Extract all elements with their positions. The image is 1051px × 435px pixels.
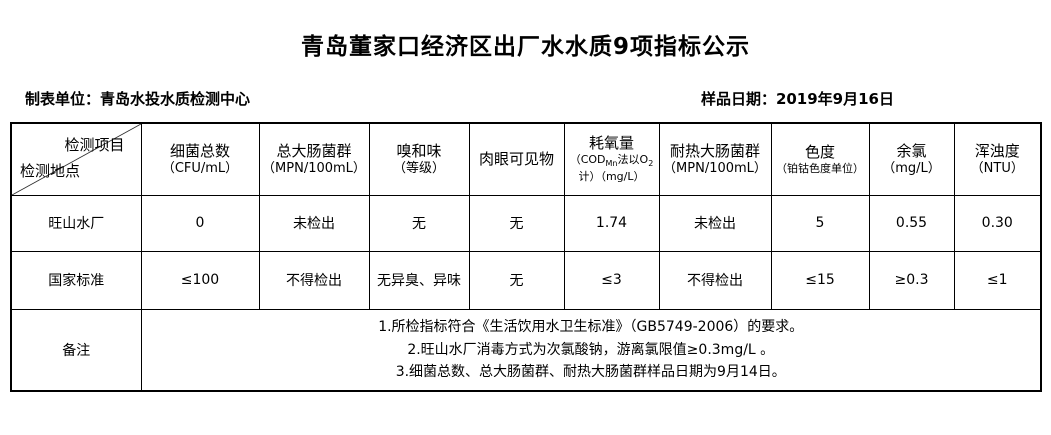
water-quality-table: 检测项目 检测地点 细菌总数 （CFU/mL） 总大肠菌群 （MPN/100mL… — [10, 122, 1042, 392]
cell-value: ≥0.3 — [868, 250, 955, 310]
cell-value: 不得检出 — [658, 250, 772, 310]
column-unit: （MPN/100mL） — [663, 160, 767, 176]
cell-value: 5 — [770, 194, 870, 252]
cell-value: 1.74 — [563, 194, 660, 252]
column-name: 肉眼可见物 — [478, 150, 554, 169]
header-cell-bacteria-count: 细菌总数 （CFU/mL） — [140, 122, 260, 196]
cell-value: ≤15 — [770, 250, 870, 310]
header-cell-thermotolerant-coliform: 耐热大肠菌群 （MPN/100mL） — [658, 122, 772, 196]
cell-value: 无 — [368, 194, 470, 252]
column-unit: （MPN/100mL） — [262, 160, 366, 176]
column-name: 耗氧量 — [588, 134, 634, 153]
cell-value: 0 — [140, 194, 260, 252]
row-label: 旺山水厂 — [10, 194, 142, 252]
cell-value: 未检出 — [658, 194, 772, 252]
cell-value: 未检出 — [258, 194, 370, 252]
cell-value: 不得检出 — [258, 250, 370, 310]
remarks-cell: 1.所检指标符合《生活饮用水卫生标准》（GB5749-2006）的要求。 2.旺… — [140, 308, 1042, 392]
header-cell-turbidity: 浑浊度 （NTU） — [953, 122, 1042, 196]
column-name: 耐热大肠菌群 — [669, 141, 760, 160]
column-unit: （CFU/mL） — [161, 160, 239, 176]
column-name: 浑浊度 — [974, 141, 1020, 160]
header-cell-odor-taste: 嗅和味 （等级） — [368, 122, 470, 196]
column-unit: （NTU） — [970, 160, 1024, 176]
cell-value: ≤1 — [953, 250, 1042, 310]
cell-value: 无异臭、异味 — [368, 250, 470, 310]
page-title: 青岛董家口经济区出厂水水质9项指标公示 — [300, 34, 750, 60]
header-cell-residual-chlorine: 余氯 （mg/L） — [868, 122, 955, 196]
remarks-label: 备注 — [10, 308, 142, 392]
column-name: 色度 — [804, 142, 835, 161]
meta-row: 制表单位：青岛水投水质检测中心 样品日期：2019年9月16日 — [0, 88, 1051, 109]
column-unit: （CODMn法以O2计）（mg/L） — [569, 153, 654, 184]
prepared-by-label: 制表单位：青岛水投水质检测中心 — [25, 90, 251, 108]
corner-label-items: 检测项目 — [64, 136, 125, 154]
table-header-row: 检测项目 检测地点 细菌总数 （CFU/mL） 总大肠菌群 （MPN/100mL… — [10, 122, 1042, 196]
table-row-wangshan-plant: 旺山水厂 0 未检出 无 无 1.74 未检出 5 0.55 0.30 — [10, 194, 1042, 252]
column-name: 余氯 — [896, 141, 927, 160]
column-unit: （mg/L） — [882, 160, 941, 176]
corner-label-location: 检测地点 — [20, 161, 81, 180]
column-unit: （铂钴色度单位） — [776, 161, 864, 175]
cell-value: 无 — [468, 194, 565, 252]
table-row-remarks: 备注 1.所检指标符合《生活饮用水卫生标准》（GB5749-2006）的要求。 … — [10, 308, 1042, 392]
header-cell-color: 色度 （铂钴色度单位） — [770, 122, 870, 196]
cell-value: ≤3 — [563, 250, 660, 310]
remark-line-1: 1.所检指标符合《生活饮用水卫生标准》（GB5749-2006）的要求。 — [378, 319, 804, 336]
header-cell-visible-matter: 肉眼可见物 — [468, 122, 565, 196]
column-name: 细菌总数 — [169, 141, 230, 160]
column-unit: （等级） — [392, 160, 445, 176]
row-label: 国家标准 — [10, 250, 142, 310]
corner-cell: 检测项目 检测地点 — [10, 122, 142, 196]
remark-line-3: 3.细菌总数、总大肠菌群、耐热大肠菌群样品日期为9月14日。 — [395, 363, 786, 380]
cell-value: 0.30 — [953, 194, 1042, 252]
header-cell-total-coliform: 总大肠菌群 （MPN/100mL） — [258, 122, 370, 196]
cell-value: ≤100 — [140, 250, 260, 310]
column-name: 嗅和味 — [396, 141, 442, 160]
column-name: 总大肠菌群 — [276, 141, 352, 160]
cell-value: 0.55 — [868, 194, 955, 252]
remark-line-2: 2.旺山水厂消毒方式为次氯酸钠，游离氯限值≥0.3mg/L 。 — [407, 341, 775, 358]
sample-date-label: 样品日期：2019年9月16日 — [700, 90, 894, 108]
header-cell-oxygen-consumption: 耗氧量 （CODMn法以O2计）（mg/L） — [563, 122, 660, 196]
table-row-national-standard: 国家标准 ≤100 不得检出 无异臭、异味 无 ≤3 不得检出 ≤15 ≥0.3… — [10, 250, 1042, 310]
cell-value: 无 — [468, 250, 565, 310]
